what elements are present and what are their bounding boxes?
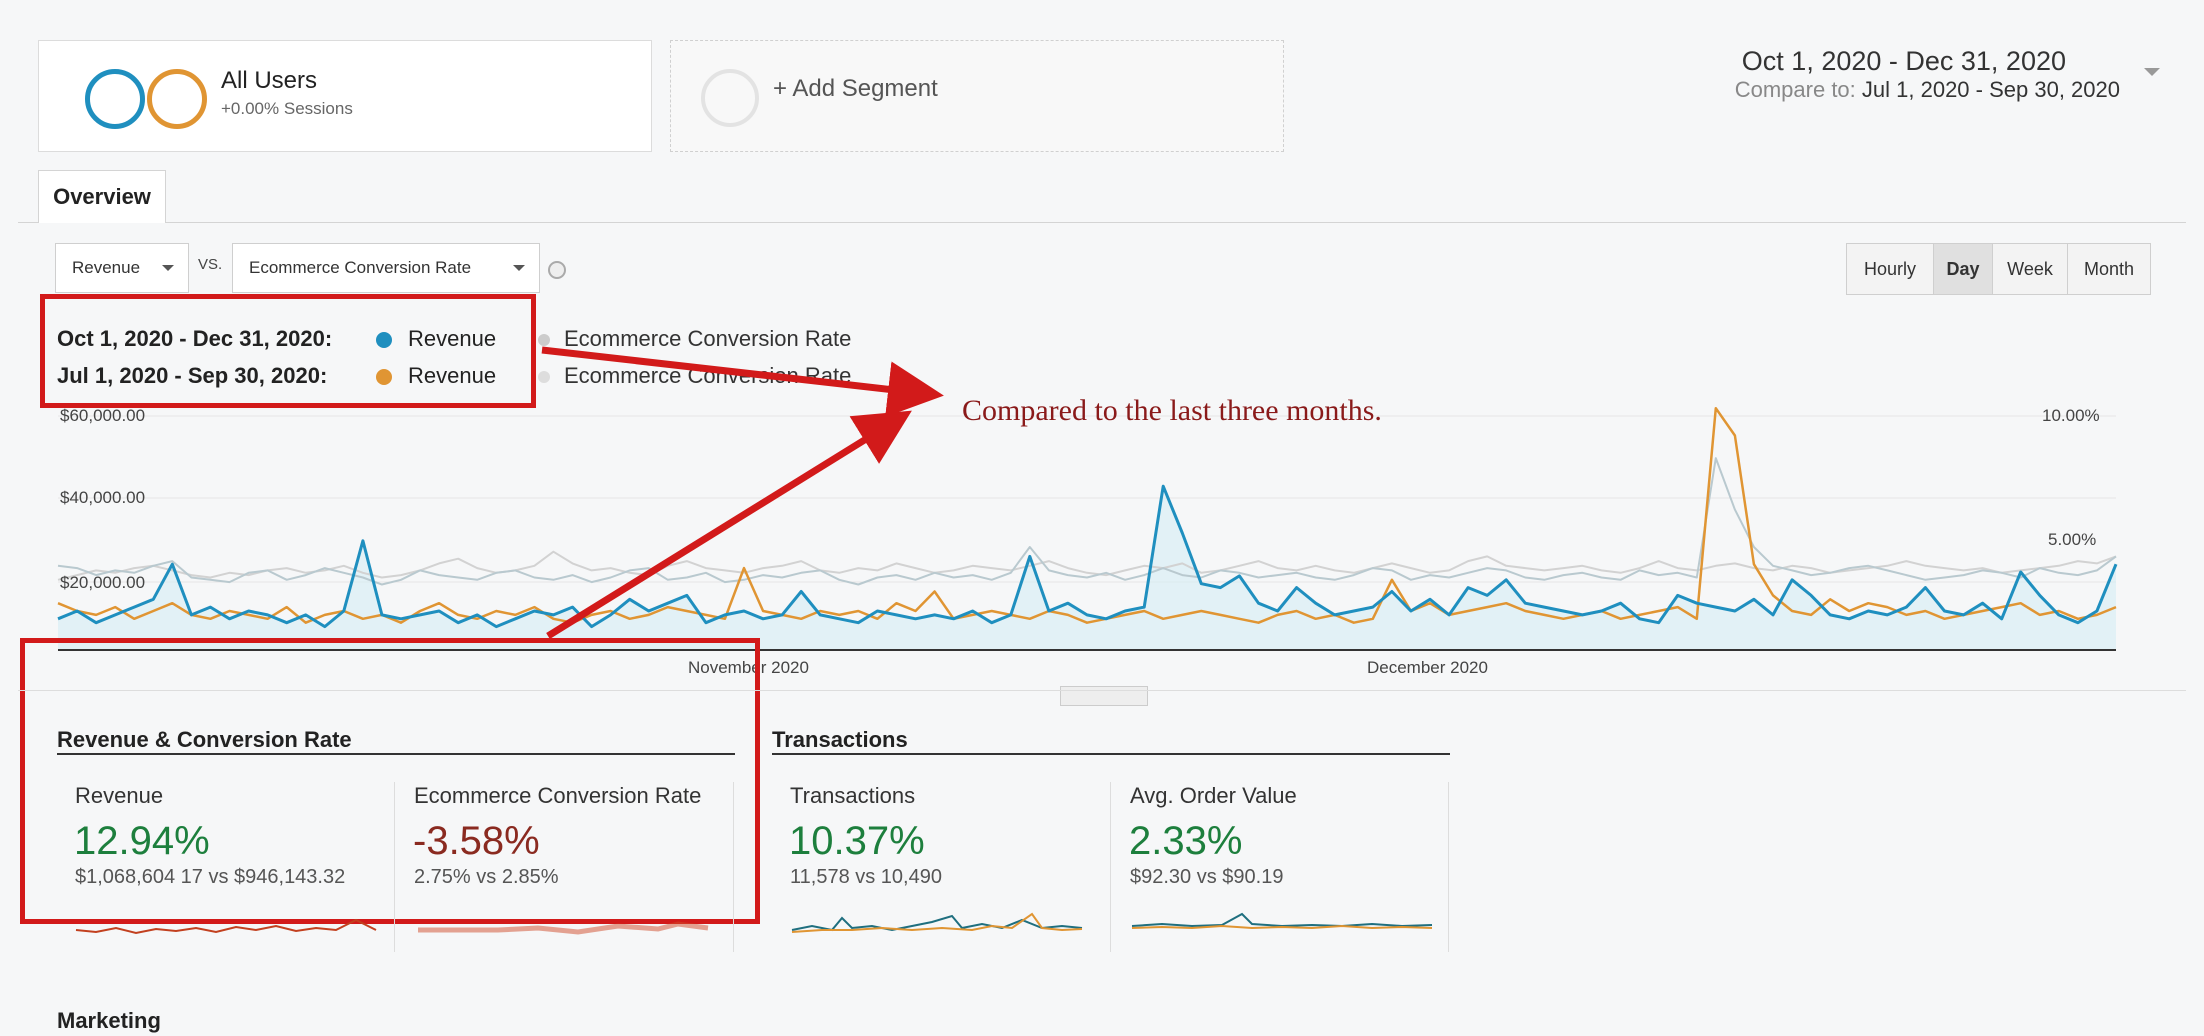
x-label-december: December 2020 [1367, 658, 1488, 677]
hourly-button[interactable]: Hourly [1847, 244, 1934, 294]
legend-previous-range: Jul 1, 2020 - Sep 30, 2020: [57, 363, 328, 388]
aov-sparkline [1131, 912, 1433, 930]
transactions-sparkline [791, 912, 1083, 933]
segment-title: All Users [221, 67, 318, 94]
transactions-metric-change: 10.37% [789, 819, 925, 863]
legend-previous-conv-dot [538, 371, 550, 383]
transactions-metric-detail: 11,578 vs 10,490 [790, 866, 942, 888]
conv-metric-name[interactable]: Ecommerce Conversion Rate [414, 783, 702, 808]
metric1-label: Revenue [72, 258, 141, 277]
segment-current-icon [85, 69, 145, 129]
date-range-main[interactable]: Oct 1, 2020 - Dec 31, 2020 [1741, 46, 2066, 76]
transactions-underline [772, 753, 1450, 755]
transactions-metric-name[interactable]: Transactions [790, 783, 916, 808]
tab-overview[interactable]: Overview [38, 170, 166, 223]
metric-separator-4 [1448, 782, 1449, 952]
add-segment-icon [701, 69, 759, 127]
conversion-sparkline [418, 921, 709, 935]
tab-divider [18, 222, 2186, 223]
y-tick-left-2: $20,000.00 [60, 573, 146, 592]
legend-current-dot [376, 332, 392, 348]
date-range-chevron-down-icon[interactable] [2144, 68, 2160, 76]
legend-previous-metric[interactable]: Revenue [408, 363, 497, 388]
legend-current-conv-dot [538, 334, 550, 346]
aov-metric-name[interactable]: Avg. Order Value [1130, 783, 1297, 808]
chart-gridlines [58, 415, 2116, 583]
revenue-metric-name[interactable]: Revenue [75, 783, 164, 808]
chart-series-lines [57, 406, 2118, 629]
revenue-metric-change: 12.94% [74, 819, 210, 863]
x-label-november: November 2020 [688, 658, 809, 677]
y-tick-right-0: 10.00% [2042, 406, 2100, 425]
metric-separator-1 [394, 782, 395, 952]
metric1-chevron-down-icon [162, 265, 174, 271]
metric-separator-3 [1110, 782, 1111, 952]
series-line-1 [57, 406, 2117, 624]
series-line-0 [57, 484, 2118, 629]
legend-previous-metric2[interactable]: Ecommerce Conversion Rate [564, 363, 852, 388]
y-tick-left-1: $40,000.00 [60, 488, 146, 507]
day-button[interactable]: Day [1934, 244, 1993, 294]
rev-conv-underline [57, 753, 735, 755]
y-tick-left-0: $60,000.00 [60, 406, 146, 425]
marketing-title: Marketing [57, 1008, 161, 1033]
summary-divider [18, 690, 2186, 691]
aov-metric-change: 2.33% [1129, 819, 1243, 863]
metric1-select[interactable]: Revenue [55, 243, 189, 293]
segment-compare-icon [147, 69, 207, 129]
metrics-highlight-box [20, 638, 760, 924]
chart-area-fills [58, 486, 2116, 650]
segment-subtitle: +0.00% Sessions [221, 99, 353, 118]
legend-current-metric[interactable]: Revenue [408, 326, 497, 351]
metric2-chevron-down-icon [513, 265, 525, 271]
y-tick-right-1: 5.00% [2048, 530, 2097, 549]
rev-conv-title: Revenue & Conversion Rate [57, 727, 352, 752]
series-line-2 [57, 457, 2117, 586]
legend-current-metric2[interactable]: Ecommerce Conversion Rate [564, 326, 852, 351]
revenue-metric-detail: $1,068,604 17 vs $946,143.32 [75, 866, 346, 888]
date-range-compare[interactable]: Compare to: Jul 1, 2020 - Sep 30, 2020 [1735, 77, 2120, 103]
aov-metric-detail: $92.30 vs $90.19 [1130, 866, 1284, 888]
conv-metric-detail: 2.75% vs 2.85% [414, 866, 559, 888]
add-segment-label: + Add Segment [773, 75, 938, 102]
metric2-label: Ecommerce Conversion Rate [249, 258, 472, 277]
comparison-annotation: Compared to the last three months. [962, 394, 1382, 427]
conv-metric-change: -3.58% [413, 819, 540, 863]
add-segment-button[interactable]: + Add Segment [670, 40, 1284, 152]
chart-resize-handle[interactable] [1060, 686, 1148, 706]
legend-highlight-box [40, 294, 536, 408]
month-button[interactable]: Month [2083, 258, 2135, 279]
arrow-from-metrics [546, 410, 912, 639]
series-line-3 [57, 550, 2117, 581]
vs-label: VS. [198, 256, 223, 273]
compare-label: Compare to: [1734, 77, 1856, 102]
metric2-select[interactable]: Ecommerce Conversion Rate [232, 243, 540, 293]
compare-value: Jul 1, 2020 - Sep 30, 2020 [1861, 77, 2120, 102]
granularity-toggle: Hourly Day Week Month [1846, 243, 2151, 295]
metric-separator-2 [733, 782, 734, 952]
legend-previous-dot [376, 369, 392, 385]
series-area-0 [58, 486, 2116, 650]
legend-row-current: Oct 1, 2020 - Dec 31, 2020: [57, 326, 332, 352]
week-button[interactable]: Week [1993, 244, 2068, 294]
segment-all-users[interactable]: All Users +0.00% Sessions [38, 40, 652, 152]
compare-metric-toggle[interactable] [548, 261, 566, 279]
legend-row-previous: Jul 1, 2020 - Sep 30, 2020: [57, 363, 327, 389]
legend-current-range: Oct 1, 2020 - Dec 31, 2020: [57, 326, 333, 351]
transactions-title: Transactions [772, 727, 908, 752]
